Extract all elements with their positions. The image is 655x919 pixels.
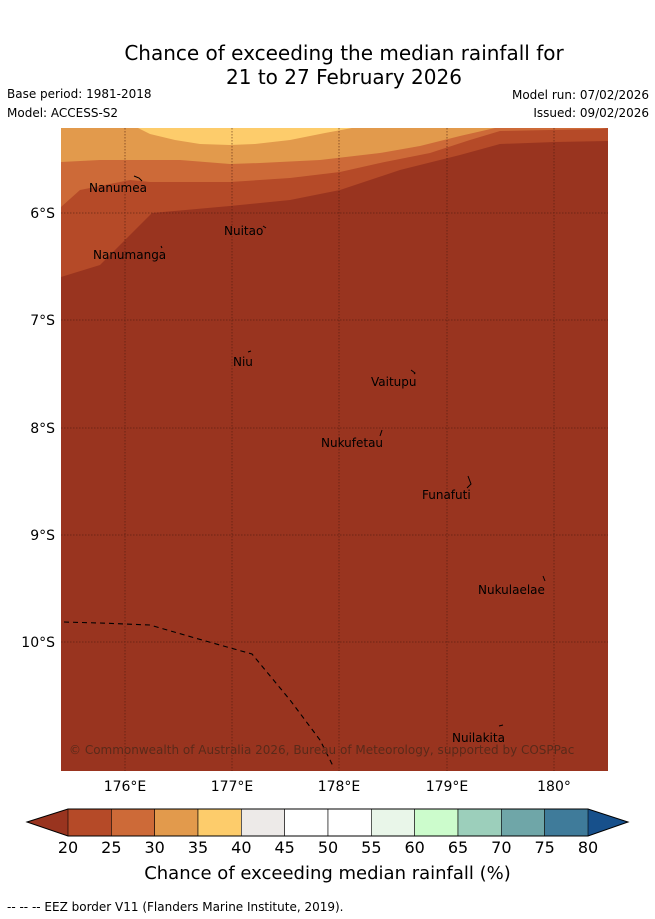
colorbar-tick-label: 35 [188, 838, 208, 857]
colorbar-segment [414, 808, 459, 837]
rainfall-map: Nanumea Nuitao Nanumanga Niu Vaitupu Nuk… [21, 128, 630, 857]
lat-tick-8s: 8°S [30, 421, 55, 437]
label-nukulaelae: Nukulaelae [478, 583, 545, 597]
label-nukufetau: Nukufetau [321, 436, 383, 450]
lon-tick-180: 180° [537, 779, 571, 795]
lon-tick-178e: 178°E [318, 779, 361, 795]
colorbar-outline [25, 808, 630, 837]
lon-tick-179e: 179°E [426, 779, 469, 795]
colorbar-segment [154, 808, 199, 837]
label-vaitupu: Vaitupu [371, 375, 417, 389]
colorbar-tick-label: 70 [491, 838, 511, 857]
colorbar-tick-label: 75 [534, 838, 554, 857]
colorbar-segment [457, 808, 502, 837]
label-nanumea: Nanumea [89, 181, 147, 195]
lat-tick-10s: 10°S [21, 635, 55, 651]
colorbar-tick-label: 50 [318, 838, 338, 857]
model-run-date: Model run: 07/02/2026 [511, 88, 649, 102]
island-funafuti-shape [466, 475, 472, 489]
colorbar-tick-label: 45 [274, 838, 294, 857]
lat-tick-7s: 7°S [30, 313, 55, 329]
model-name: Model: ACCESS-S2 [7, 106, 119, 120]
copyright-notice: © Commonwealth of Australia 2026, Bureau… [69, 743, 574, 757]
island-nanumanga-shape [160, 245, 163, 249]
lat-tick-9s: 9°S [30, 528, 55, 544]
colorbar-tick-label: 65 [448, 838, 468, 857]
label-nuilakita: Nuilakita [452, 731, 505, 745]
title-line-1: Chance of exceeding the median rainfall … [124, 41, 564, 65]
base-period: Base period: 1981-2018 [7, 87, 152, 101]
label-funafuti: Funafuti [422, 488, 471, 502]
colorbar-segment [327, 808, 372, 837]
issued-date: Issued: 09/02/2026 [533, 106, 649, 120]
island-nukufetau-shape [379, 429, 383, 437]
label-nanumanga: Nanumanga [93, 248, 166, 262]
colorbar-segment [284, 808, 329, 837]
island-nuilakita-shape [498, 724, 504, 727]
island-nanumea-shape [133, 175, 143, 182]
colorbar-tick-label: 30 [144, 838, 164, 857]
gridlines [61, 128, 608, 771]
island-niu-shape [247, 350, 252, 353]
colorbar-tick-label: 25 [101, 838, 121, 857]
colorbar-tick-label: 20 [58, 838, 78, 857]
eez-border [63, 621, 335, 769]
lon-tick-177e: 177°E [211, 779, 254, 795]
colorbar-segment [111, 808, 155, 837]
colorbar-segment [67, 808, 112, 837]
colorbar-under-arrow [27, 809, 68, 836]
map-background [61, 128, 608, 771]
colorbar-tick-label: 55 [361, 838, 381, 857]
title-line-2: 21 to 27 February 2026 [226, 65, 462, 89]
colorbar-tick-label: 60 [404, 838, 424, 857]
label-niu: Niu [233, 355, 253, 369]
colorbar-label: Chance of exceeding median rainfall (%) [144, 863, 511, 884]
colorbar-over-arrow [588, 809, 628, 836]
eez-footnote: -- -- -- EEZ border V11 (Flanders Marine… [7, 900, 344, 914]
island-nuitao-shape [262, 225, 267, 229]
colorbar-ticks: 20 25 30 35 40 45 50 55 60 65 70 75 80 [58, 838, 598, 857]
colorbar-segment [544, 808, 589, 837]
colorbar-segments [67, 808, 589, 837]
colorbar-segment [371, 808, 415, 837]
island-outlines [133, 175, 546, 727]
chart-title: Chance of exceeding the median rainfall … [0, 41, 655, 89]
lat-tick-6s: 6°S [30, 206, 55, 222]
colorbar-tick-label: 80 [578, 838, 598, 857]
colorbar: 20 25 30 35 40 45 50 55 60 65 70 75 80 [25, 808, 630, 857]
contour-35-40 [138, 128, 352, 145]
colorbar-segment [197, 808, 242, 837]
colorbar-tick-label: 40 [231, 838, 251, 857]
colorbar-segment [241, 808, 285, 837]
lon-tick-176e: 176°E [104, 779, 147, 795]
island-vaitupu-shape [410, 369, 416, 375]
island-nukulaelae-shape [542, 575, 546, 582]
colorbar-segment [501, 808, 545, 837]
label-nuitao: Nuitao [224, 224, 263, 238]
